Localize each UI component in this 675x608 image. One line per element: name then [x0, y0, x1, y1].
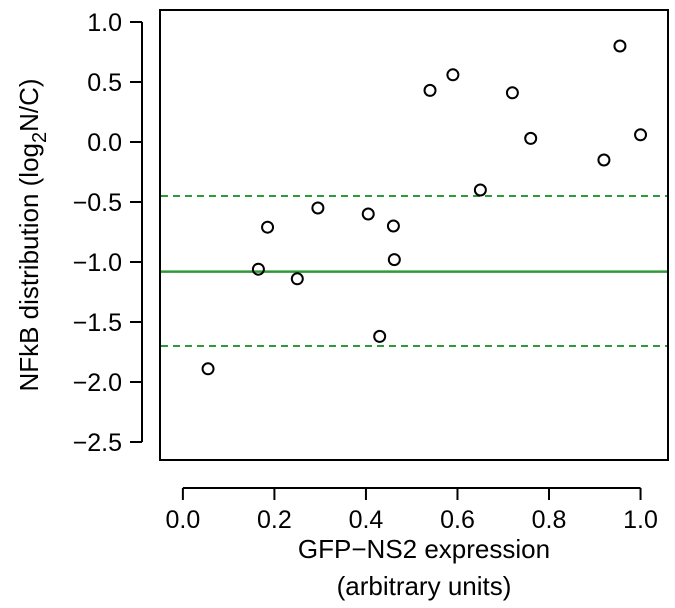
y-tick-label: −1.5 [73, 309, 122, 337]
data-point [201, 362, 215, 376]
y-tick-label: −2.0 [73, 369, 122, 397]
plot-frame [159, 9, 669, 461]
y-tick-label: −1.0 [73, 249, 122, 277]
data-point [311, 201, 325, 215]
y-tick-label: 0.0 [87, 129, 122, 157]
y-axis-label-prefix: NFkB distribution (log [14, 143, 44, 392]
x-tick-label: 1.0 [623, 506, 658, 534]
data-point [597, 153, 611, 167]
y-tick-label: −2.5 [73, 429, 122, 457]
data-point [251, 262, 265, 276]
data-point [373, 329, 387, 343]
y-axis-label: NFkB distribution (log2N/C) [14, 78, 51, 391]
y-axis-label-subscript: 2 [29, 132, 51, 143]
data-point [361, 207, 375, 221]
reference-lines [161, 195, 667, 347]
data-points [201, 39, 648, 376]
x-axis: 0.0 0.2 0.4 0.6 0.8 1.0 [166, 487, 658, 534]
x-tick-label: 0.6 [440, 506, 475, 534]
x-axis-label-line2: (arbitrary units) [337, 571, 512, 601]
y-axis: −2.5 −2.0 −1.5 −1.0 −0.5 0.0 0.5 1.0 [73, 9, 143, 457]
data-point [387, 253, 401, 267]
data-point [446, 68, 460, 82]
data-point [524, 131, 538, 145]
data-point [634, 128, 648, 142]
data-point [423, 83, 437, 97]
data-point [613, 39, 627, 53]
data-point [386, 219, 400, 233]
data-point [290, 272, 304, 286]
y-axis-label-suffix: N/C) [14, 78, 44, 131]
x-tick-label: 0.8 [532, 506, 567, 534]
x-tick-label: 0.4 [349, 506, 384, 534]
y-tick-label: 0.5 [87, 69, 122, 97]
x-tick-label: 0.2 [257, 506, 292, 534]
data-point [505, 86, 519, 100]
y-tick-label: 1.0 [87, 9, 122, 37]
x-axis-label-line1: GFP−NS2 expression [298, 534, 550, 564]
y-tick-label: −0.5 [73, 189, 122, 217]
data-point [473, 183, 487, 197]
data-point [261, 220, 275, 234]
x-tick-label: 0.0 [166, 506, 201, 534]
